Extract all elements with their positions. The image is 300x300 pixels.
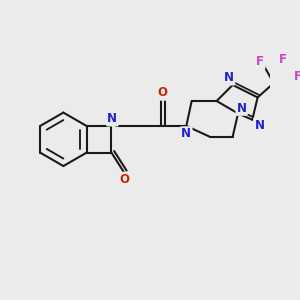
Text: F: F [279,52,286,66]
Text: F: F [294,70,300,83]
Text: N: N [107,112,117,125]
Text: N: N [254,118,264,131]
Text: O: O [120,173,130,186]
Text: F: F [256,55,264,68]
Text: N: N [224,71,234,84]
Text: O: O [157,86,167,100]
Text: N: N [181,128,191,140]
Text: N: N [237,102,247,115]
